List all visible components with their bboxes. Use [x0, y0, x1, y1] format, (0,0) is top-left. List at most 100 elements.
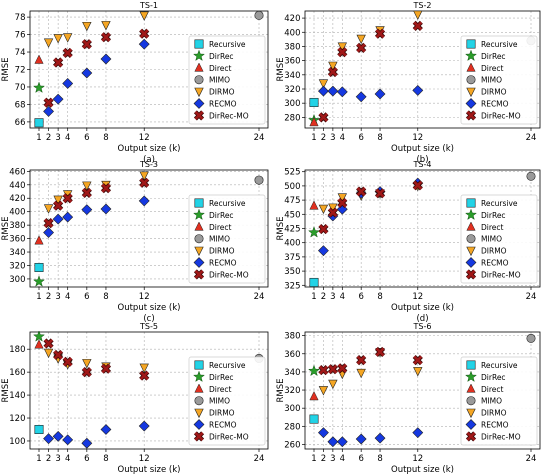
x-marker-stroke	[318, 112, 328, 122]
legend-marker	[194, 87, 204, 98]
data-point	[318, 204, 329, 215]
x-tick-label: 3	[55, 292, 60, 302]
data-point	[328, 379, 338, 390]
legend-marker	[194, 383, 204, 393]
y-tick-label: 460	[9, 167, 25, 177]
data-point	[53, 200, 64, 211]
legend-label: Recursive	[481, 361, 518, 370]
series-dirrec-mo	[43, 28, 150, 108]
y-tick-label: 76	[15, 31, 26, 41]
x-tick-label: 12	[412, 133, 423, 143]
y-tick-label: 280	[284, 422, 300, 432]
legend-marker	[466, 383, 476, 393]
y-tick-label: 320	[9, 261, 25, 271]
data-point	[43, 38, 54, 48]
x-marker-stroke	[337, 198, 347, 208]
legend-marker	[466, 396, 476, 406]
x-marker-stroke	[82, 39, 92, 49]
chart-title: TS-1	[139, 1, 158, 10]
data-point	[336, 86, 348, 98]
data-point	[34, 235, 44, 245]
data-point	[412, 355, 423, 366]
series-dirrec	[307, 364, 321, 377]
x-marker-stroke	[82, 367, 92, 377]
x-marker-stroke	[63, 357, 73, 367]
data-point	[43, 348, 54, 359]
x-tick-label: 12	[139, 292, 150, 302]
x-marker-stroke	[63, 193, 73, 203]
data-point	[337, 197, 348, 209]
y-tick-label: 360	[9, 235, 25, 245]
data-point	[82, 181, 92, 191]
legend-marker	[194, 62, 204, 72]
legend-marker	[466, 87, 476, 98]
legend-label: DirRec	[209, 211, 234, 220]
plot-frame	[29, 169, 269, 288]
legend: Recursive DirRec Direct MIMO DIRMO RECMO DirRe…	[188, 356, 266, 446]
data-point	[337, 42, 347, 52]
data-point	[100, 363, 112, 374]
legend-label: RECMO	[481, 100, 509, 109]
data-point	[53, 349, 64, 361]
data-point	[138, 38, 150, 50]
y-tick-label: 475	[284, 196, 300, 206]
series-mimo	[526, 171, 536, 181]
data-point	[327, 207, 338, 218]
data-point	[81, 67, 93, 79]
legend-marker	[193, 257, 205, 268]
series-recmo	[318, 177, 424, 257]
x-tick-label: 1	[311, 454, 316, 464]
legend: Recursive DirRec Direct MIMO DIRMO RECMO DirRe…	[460, 356, 538, 446]
x-marker-stroke	[101, 183, 111, 193]
series-dirmo	[43, 11, 149, 48]
series-dirrec	[307, 226, 321, 238]
y-tick-label: 380	[284, 42, 300, 52]
data-point	[43, 227, 54, 238]
legend-label: DirRec	[209, 373, 234, 382]
x-tick-label: 4	[340, 133, 345, 143]
legend-marker	[194, 75, 204, 85]
series-recursive	[34, 262, 44, 272]
data-point	[52, 213, 64, 225]
data-point	[327, 66, 338, 78]
legend-marker	[465, 98, 477, 109]
series-direct	[309, 391, 319, 401]
y-tick-label: 420	[284, 14, 300, 24]
x-tick-label: 8	[103, 292, 108, 302]
legend-marker	[193, 431, 205, 442]
data-point	[327, 85, 339, 97]
data-point	[356, 34, 366, 45]
series-dirrec-mo	[318, 346, 423, 376]
data-point	[62, 356, 73, 367]
legend-box	[460, 356, 538, 446]
data-point	[374, 346, 386, 358]
data-point	[100, 53, 112, 65]
legend-marker	[466, 39, 476, 49]
x-tick-label: 8	[377, 454, 382, 464]
data-point	[356, 368, 366, 379]
data-point	[53, 34, 63, 44]
x-marker-stroke	[466, 110, 476, 120]
data-point	[43, 97, 54, 108]
legend: Recursive DirRec Direct MIMO DIRMO RECMO DirRe…	[188, 35, 266, 125]
x-marker-stroke	[413, 21, 423, 31]
data-point	[100, 32, 112, 43]
x-tick-label: 3	[330, 133, 335, 143]
x-tick-label: 12	[139, 454, 150, 464]
data-point	[328, 61, 338, 72]
x-marker-stroke	[194, 110, 204, 120]
legend-marker	[193, 269, 205, 280]
y-tick-label: 440	[9, 181, 25, 191]
legend-label: Direct	[481, 223, 504, 232]
x-marker-stroke	[101, 32, 111, 42]
x-axis-label: Output size (k)	[391, 303, 454, 313]
x-tick-label: 2	[46, 454, 51, 464]
x-tick-label: 6	[84, 292, 89, 302]
series-recmo	[318, 84, 424, 103]
legend-box	[460, 35, 538, 125]
legend-box	[460, 194, 538, 284]
y-tick-label: 400	[284, 28, 300, 38]
data-point	[52, 93, 64, 105]
x-tick-label: 2	[46, 292, 51, 302]
